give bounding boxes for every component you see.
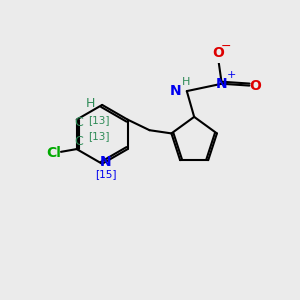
Text: [13]: [13]	[88, 116, 109, 126]
Text: N: N	[216, 77, 228, 91]
Text: N: N	[100, 155, 112, 169]
Text: Cl: Cl	[46, 146, 61, 160]
Text: O: O	[212, 46, 224, 60]
Text: [15]: [15]	[95, 169, 117, 179]
Text: O: O	[249, 79, 261, 93]
Text: N: N	[170, 84, 181, 98]
Text: −: −	[221, 40, 232, 52]
Text: H: H	[85, 98, 95, 110]
Text: H: H	[182, 77, 190, 87]
Text: +: +	[226, 70, 236, 80]
Text: [13]: [13]	[88, 131, 109, 141]
Text: C: C	[74, 116, 83, 129]
Text: C: C	[74, 135, 83, 148]
